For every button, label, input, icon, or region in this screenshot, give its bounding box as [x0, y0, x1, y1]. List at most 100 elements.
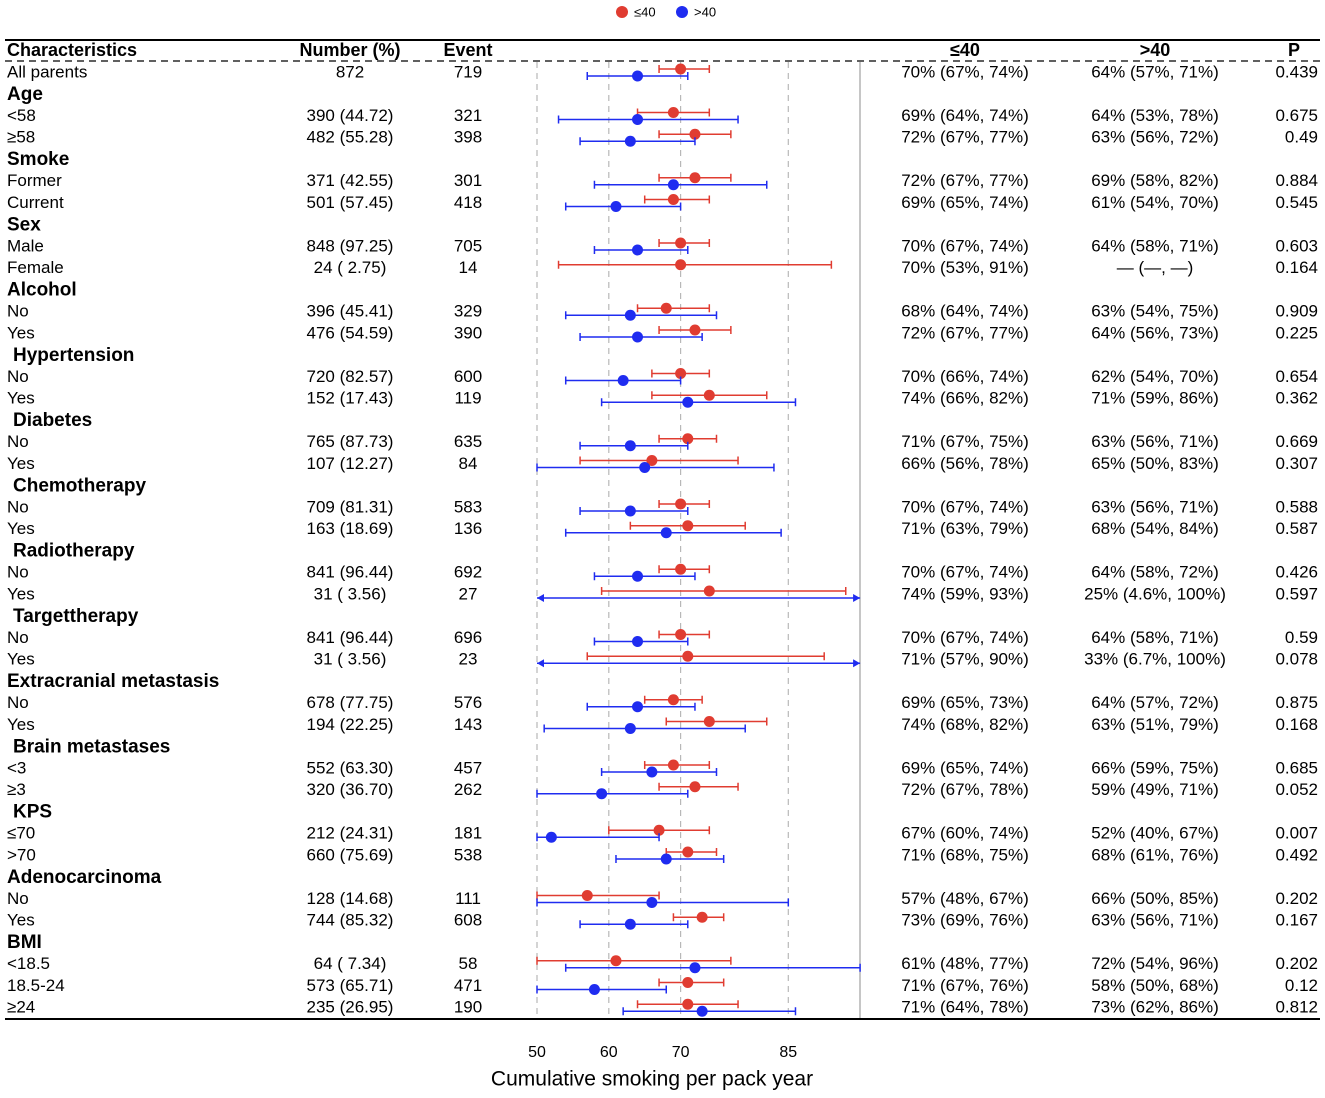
gt40-point	[632, 331, 644, 343]
table-row: No 841 (96.44) 692 70% (67%, 74%) 64% (58%, …	[7, 563, 1318, 582]
row-p-value: 0.597	[1275, 584, 1318, 603]
row-p-value: 0.202	[1275, 954, 1318, 973]
header-number: Number (%)	[299, 40, 400, 60]
row-number: 848 (97.25)	[307, 236, 394, 255]
row-event: 84	[459, 454, 478, 473]
group-header-row: Alcohol	[7, 280, 77, 301]
table-row: ≥3 320 (36.70) 262 72% (67%, 78%) 59% (49%, …	[7, 780, 1318, 800]
table-row: No 128 (14.68) 111 57% (48%, 67%) 66% (50%, …	[7, 889, 1318, 908]
row-event: 600	[454, 367, 482, 386]
row-label: No	[7, 367, 29, 386]
row-event: 457	[454, 758, 482, 777]
row-label: No	[7, 432, 29, 451]
group-label: Adenocarcinoma	[7, 867, 162, 888]
gt40-point	[689, 962, 701, 974]
row-label: Current	[7, 193, 64, 212]
row-p-value: 0.439	[1275, 62, 1318, 81]
group-header-row: Brain metastases	[13, 736, 170, 757]
row-le40-estimate: 70% (67%, 74%)	[901, 563, 1029, 582]
row-label: ≥24	[7, 998, 35, 1017]
gt40-point	[624, 918, 636, 930]
row-label: <58	[7, 106, 36, 125]
row-label: Yes	[7, 519, 35, 538]
row-le40-estimate: 69% (64%, 74%)	[901, 106, 1029, 125]
le40-point	[610, 955, 622, 967]
table-row: Male 848 (97.25) 705 70% (67%, 74%) 64% (58%…	[7, 236, 1318, 256]
gt40-point	[624, 505, 636, 517]
row-number: 128 (14.68)	[307, 889, 394, 908]
header-event: Event	[443, 40, 492, 60]
row-label: Yes	[7, 911, 35, 930]
row-le40-estimate: 74% (66%, 82%)	[901, 389, 1029, 408]
row-number: 107 (12.27)	[307, 454, 394, 473]
row-p-value: 0.603	[1275, 236, 1318, 255]
group-label: Targettherapy	[13, 606, 139, 627]
table-row: No 841 (96.44) 696 70% (67%, 74%) 64% (58%, …	[7, 628, 1318, 647]
row-le40-estimate: 71% (67%, 75%)	[901, 432, 1029, 451]
header-gt40: >40	[1140, 40, 1171, 60]
le40-point	[696, 911, 708, 923]
gt40-point	[632, 570, 644, 582]
group-header-row: Age	[7, 84, 43, 105]
group-header-row: Hypertension	[13, 345, 134, 366]
gridlines	[536, 62, 861, 1018]
table-row: ≤70 212 (24.31) 181 67% (60%, 74%) 52% (40%,…	[7, 824, 1318, 843]
gt40-point	[660, 527, 672, 539]
row-gt40-estimate: 63% (51%, 79%)	[1091, 715, 1219, 734]
row-gt40-estimate: 63% (56%, 72%)	[1091, 128, 1219, 147]
header-le40: ≤40	[950, 40, 980, 60]
group-label: Radiotherapy	[13, 541, 135, 562]
group-header-row: Extracranial metastasis	[7, 671, 219, 692]
table-row: Former 371 (42.55) 301 72% (67%, 77%) 69% (5…	[7, 171, 1318, 191]
row-label: Yes	[7, 454, 35, 473]
row-label: Yes	[7, 323, 35, 342]
row-number: 371 (42.55)	[307, 171, 394, 190]
row-number: 872	[336, 62, 364, 81]
row-number: 31 ( 3.56)	[314, 584, 387, 603]
row-le40-estimate: 72% (67%, 77%)	[901, 323, 1029, 342]
gt40-point	[610, 201, 622, 212]
row-event: 119	[454, 389, 481, 408]
table-row: <3 552 (63.30) 457 69% (65%, 74%) 66% (59%, …	[7, 758, 1318, 778]
header-p: P	[1288, 40, 1300, 60]
gt40-ci-arrow-left	[537, 659, 544, 668]
gt40-point	[682, 396, 694, 408]
le40-point	[682, 433, 694, 445]
row-number: 678 (77.75)	[307, 693, 394, 712]
row-label: >70	[7, 845, 36, 864]
row-event: 418	[454, 193, 482, 212]
row-event: 398	[454, 128, 482, 147]
row-number: 31 ( 3.56)	[314, 650, 387, 669]
row-p-value: 0.545	[1275, 193, 1318, 212]
row-label: No	[7, 628, 29, 647]
row-le40-estimate: 72% (67%, 77%)	[901, 128, 1029, 147]
gt40-point	[545, 831, 557, 843]
group-label: Alcohol	[7, 280, 77, 301]
row-number: 320 (36.70)	[307, 780, 394, 799]
row-le40-estimate: 69% (65%, 74%)	[901, 193, 1029, 212]
row-gt40-estimate: 63% (54%, 75%)	[1091, 302, 1219, 321]
group-header-row: Sex	[7, 214, 41, 235]
row-le40-estimate: 71% (67%, 76%)	[901, 976, 1029, 995]
gt40-point	[632, 70, 644, 82]
gt40-point	[617, 375, 629, 386]
row-gt40-estimate: 64% (58%, 71%)	[1091, 628, 1219, 647]
row-number: 501 (57.45)	[307, 193, 394, 212]
row-label: No	[7, 889, 29, 908]
row-label: All parents	[7, 62, 87, 81]
le40-point	[689, 172, 701, 184]
row-p-value: 0.588	[1275, 497, 1318, 516]
le40-point	[675, 498, 687, 510]
table-row: <18.5 64 ( 7.34) 58 61% (48%, 77%) 72% (54%,…	[7, 954, 1318, 974]
row-gt40-estimate: 72% (54%, 96%)	[1091, 954, 1219, 973]
row-le40-estimate: 57% (48%, 67%)	[901, 889, 1029, 908]
table-row: >70 660 (75.69) 538 71% (68%, 75%) 68% (61%,…	[7, 845, 1318, 865]
le40-point	[675, 563, 687, 575]
le40-point	[682, 650, 694, 662]
gt40-point	[624, 440, 636, 452]
table-row: ≥58 482 (55.28) 398 72% (67%, 77%) 63% (56%,…	[7, 128, 1318, 147]
le40-point	[675, 63, 687, 75]
row-p-value: 0.49	[1285, 128, 1318, 147]
gt40-point	[596, 788, 608, 800]
